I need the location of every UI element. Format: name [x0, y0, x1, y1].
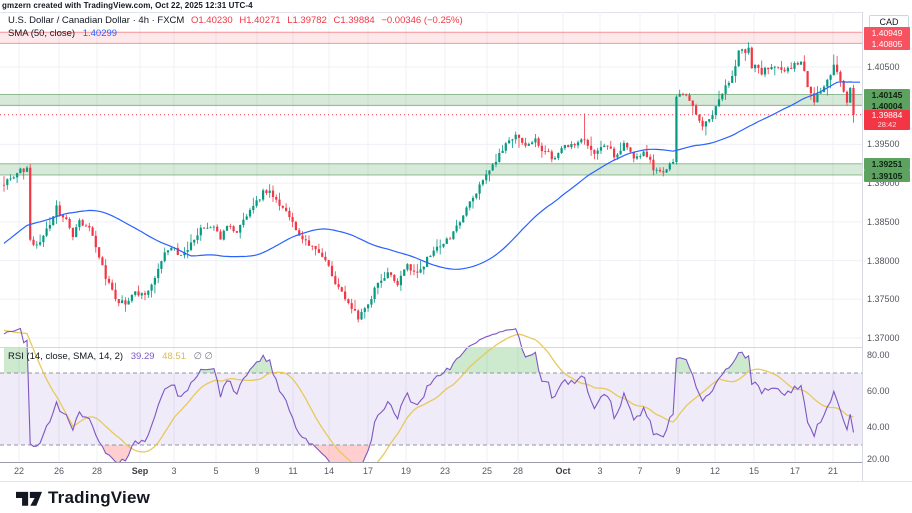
- price-tick-label: 1.39000: [867, 178, 900, 188]
- candlestick-series: [2, 42, 855, 323]
- last-price-value: 1.39884: [871, 110, 903, 120]
- ohlc-close: C1.39884: [333, 15, 375, 26]
- chart-top-border: [0, 12, 912, 13]
- price-tick-label: 1.40500: [867, 62, 900, 72]
- price-tick-label: 1.37000: [867, 333, 900, 343]
- ohlc-change: −0.00346 (−0.25%): [381, 15, 463, 26]
- time-tick-label: 15: [748, 466, 760, 476]
- price-tick-label: 1.39500: [867, 139, 900, 149]
- sma-value: 1.40299: [82, 28, 118, 39]
- rsi-tick-label: 60.00: [867, 386, 890, 396]
- time-tick-label: 25: [481, 466, 493, 476]
- time-tick-label: 28: [512, 466, 524, 476]
- time-tick-label: 17: [789, 466, 801, 476]
- tradingview-brand-text: TradingView: [48, 488, 151, 507]
- sma-label[interactable]: SMA (50, close): [8, 28, 76, 39]
- ohlc-high: H1.40271: [239, 15, 281, 26]
- price-tick-label: 1.38500: [867, 217, 900, 227]
- time-tick-label: 17: [362, 466, 374, 476]
- support-price-label: 1.39251: [864, 158, 910, 170]
- attribution-text: gmzern created with TradingView.com, Oct…: [2, 1, 253, 10]
- tradingview-logo-icon: [16, 491, 42, 506]
- time-tick-label: 14: [323, 466, 335, 476]
- price-tick-label: 1.37500: [867, 294, 900, 304]
- tradingview-brand[interactable]: TradingView: [16, 488, 150, 508]
- time-tick-label: 12: [709, 466, 721, 476]
- time-tick-label: 22: [13, 466, 25, 476]
- ohlc-open: O1.40230: [190, 15, 233, 26]
- time-tick-label: 5: [213, 466, 219, 476]
- rsi-tick-label: 80.00: [867, 350, 890, 360]
- support-price-label: 1.39105: [864, 170, 910, 182]
- rsi-line: [3, 327, 855, 481]
- time-axis-separator: [0, 462, 912, 463]
- time-tick-label: 3: [597, 466, 603, 476]
- rsi-tick-label: 20.00: [867, 454, 890, 464]
- last-price-label: 1.39884 28:42: [864, 110, 910, 130]
- time-tick-label: 11: [288, 466, 298, 476]
- chart-bottom-border: [0, 481, 912, 482]
- rsi-ma-value: 48.51: [162, 351, 186, 362]
- support-price-label: 1.40004: [864, 100, 910, 112]
- support-price-label: 1.40145: [864, 89, 910, 101]
- symbol-title[interactable]: U.S. Dollar / Canadian Dollar · 4h · FXC…: [8, 15, 185, 26]
- bar-countdown: 28:42: [877, 120, 897, 129]
- time-tick-label: 23: [439, 466, 451, 476]
- rsi-value: 39.29: [130, 351, 155, 362]
- ohlc-low: L1.39782: [287, 15, 327, 26]
- time-tick-label: Oct: [555, 466, 571, 476]
- rsi-label[interactable]: RSI (14, close, SMA, 14, 2): [8, 351, 124, 362]
- resistance-price-label: 1.40805: [864, 38, 910, 50]
- price-chart-canvas[interactable]: [0, 0, 862, 481]
- time-tick-label: 9: [675, 466, 681, 476]
- sma-line: [3, 81, 860, 270]
- time-tick-label: 28: [91, 466, 103, 476]
- support-resistance-zones: [0, 31, 862, 176]
- time-tick-label: 3: [171, 466, 177, 476]
- time-axis[interactable]: 22 26 28 Sep 3 5 9 11 14 17 19 23 25 28 Oct 3 7 9 12 15 17 21: [0, 463, 862, 481]
- time-tick-label: 7: [637, 466, 643, 476]
- pane-separator[interactable]: [0, 347, 912, 348]
- sma-legend[interactable]: SMA (50, close) 1.40299: [8, 28, 117, 39]
- rsi-legend[interactable]: RSI (14, close, SMA, 14, 2) 39.29 48.51 …: [8, 351, 213, 362]
- time-tick-label: 26: [53, 466, 65, 476]
- rsi-band: [0, 373, 862, 445]
- rsi-extra-values: ∅ ∅: [193, 351, 213, 362]
- rsi-tick-label: 40.00: [867, 422, 890, 432]
- rsi-ma-line: [3, 329, 854, 471]
- resistance-price-label: 1.40949: [864, 27, 910, 39]
- price-axis[interactable]: CAD 1.40500 1.39500 1.39000 1.38500 1.38000 1…: [862, 12, 912, 481]
- rsi-overbought-fill: [4, 348, 854, 373]
- time-tick-label: 19: [400, 466, 412, 476]
- time-tick-label: Sep: [131, 466, 149, 476]
- symbol-legend[interactable]: U.S. Dollar / Canadian Dollar · 4h · FXC…: [8, 15, 463, 26]
- time-tick-label: 21: [827, 466, 839, 476]
- footer: TradingView: [0, 482, 912, 513]
- price-tick-label: 1.38000: [867, 256, 900, 266]
- time-tick-label: 9: [254, 466, 260, 476]
